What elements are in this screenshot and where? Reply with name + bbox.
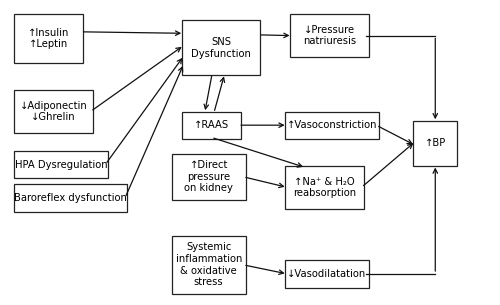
Text: ↓Pressure
natriuresis: ↓Pressure natriuresis [303,25,356,46]
Text: ↓Adiponectin
↓Ghrelin: ↓Adiponectin ↓Ghrelin [20,101,87,122]
Text: ↑BP: ↑BP [424,138,446,149]
Text: SNS
Dysfunction: SNS Dysfunction [191,37,251,59]
Text: ↑Na⁺ & H₂O
reabsorption: ↑Na⁺ & H₂O reabsorption [293,177,356,198]
FancyBboxPatch shape [413,120,458,166]
Text: ↑Direct
pressure
on kidney: ↑Direct pressure on kidney [184,160,233,193]
FancyBboxPatch shape [14,90,93,133]
FancyBboxPatch shape [285,112,378,139]
Text: Systemic
inflammation
& oxidative
stress: Systemic inflammation & oxidative stress [176,242,242,287]
Text: Baroreflex dysfunction: Baroreflex dysfunction [14,193,127,203]
FancyBboxPatch shape [172,236,246,294]
FancyBboxPatch shape [290,14,369,57]
Text: ↑RAAS: ↑RAAS [194,120,228,130]
FancyBboxPatch shape [182,20,260,75]
FancyBboxPatch shape [182,112,240,139]
FancyBboxPatch shape [14,14,83,63]
Text: ↑Vasoconstriction: ↑Vasoconstriction [286,120,377,130]
FancyBboxPatch shape [172,154,246,199]
Text: HPA Dysregulation: HPA Dysregulation [14,160,107,170]
FancyBboxPatch shape [14,151,108,178]
FancyBboxPatch shape [285,260,369,288]
FancyBboxPatch shape [285,166,364,209]
Text: ↑Insulin
↑Leptin: ↑Insulin ↑Leptin [28,28,70,49]
Text: ↓Vasodilatation: ↓Vasodilatation [288,269,366,279]
FancyBboxPatch shape [14,185,128,212]
